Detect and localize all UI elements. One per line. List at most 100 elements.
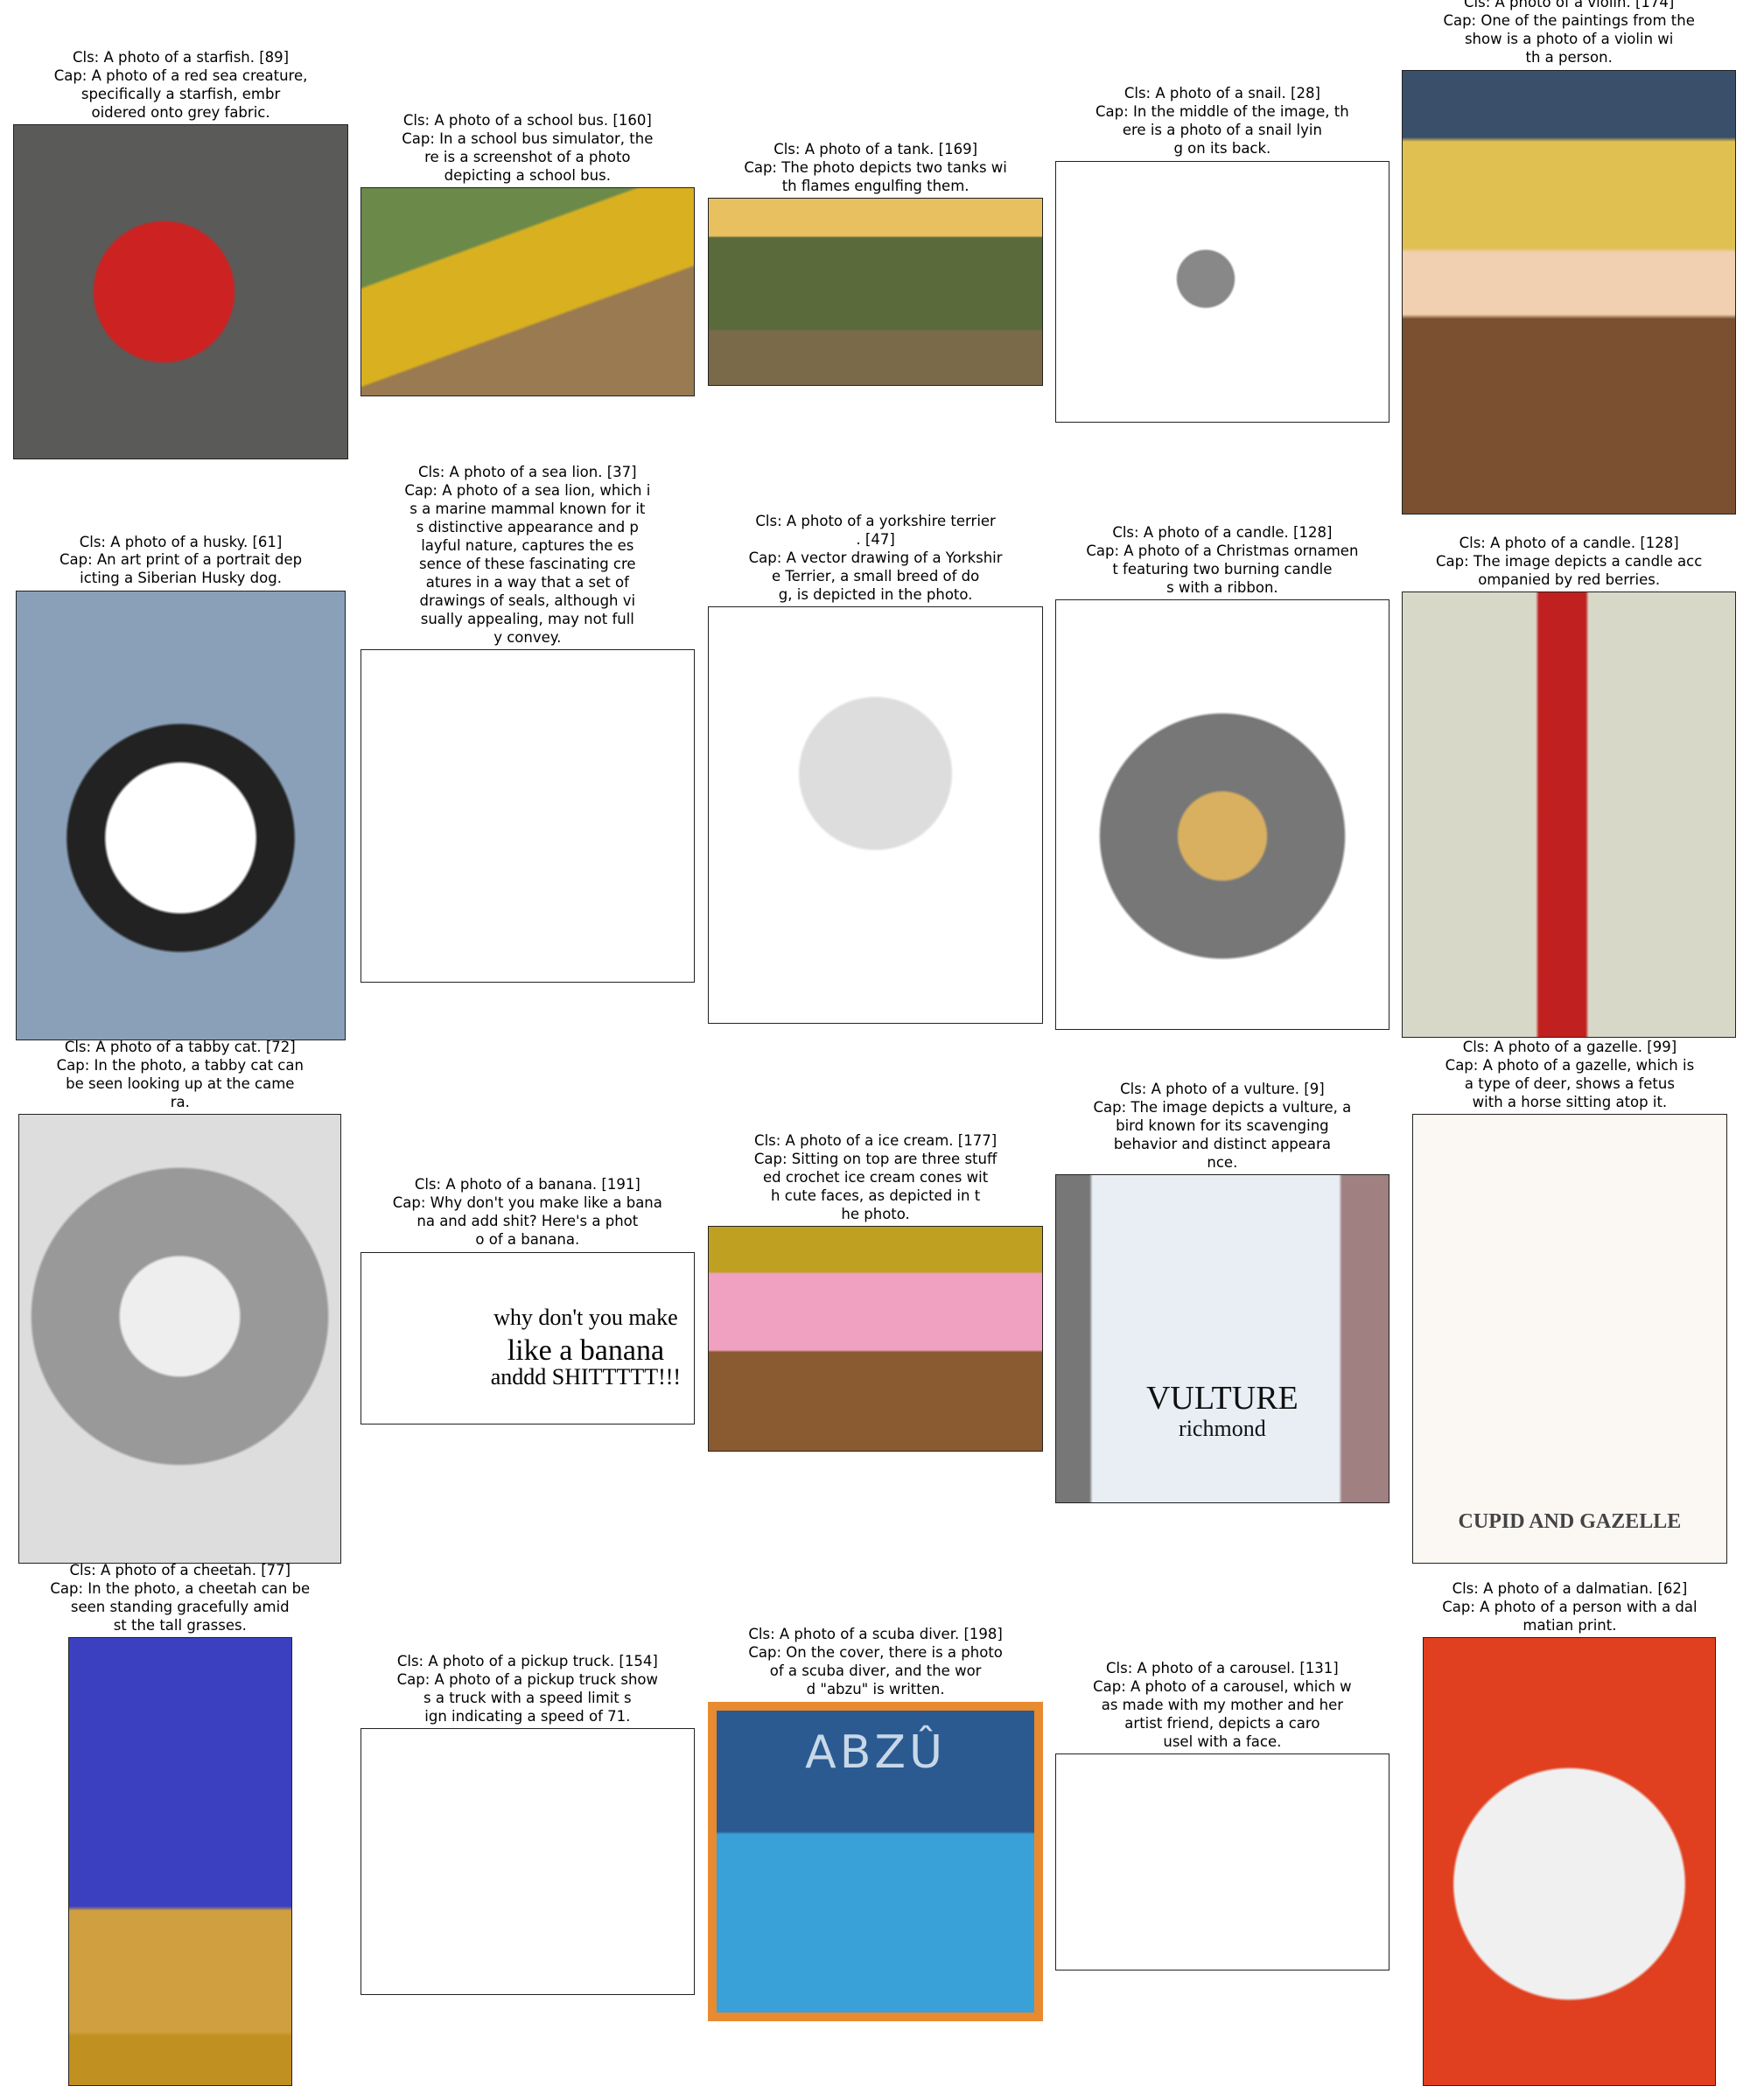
caption-line: Cap: Sitting on top are three stuff — [753, 1151, 998, 1168]
image-text: CUPID AND GAZELLE — [1458, 1510, 1682, 1534]
caption-line: Cap: In the photo, a cheetah can be — [50, 1579, 311, 1597]
caption-line: Cls: A photo of a sea lion. [37] — [418, 464, 637, 481]
caption-line: as made with my mother and her — [1101, 1697, 1344, 1714]
image — [13, 124, 348, 459]
caption-line: specifically a starfish, embr — [80, 86, 281, 103]
caption-line: Cap: Why don't you make like a bana — [392, 1194, 662, 1212]
caption-line: s distinctive appearance and p — [416, 519, 639, 536]
image — [18, 1113, 342, 1564]
caption-line: Cap: A photo of a Christmas ornamen — [1086, 542, 1359, 560]
caption-line: Cls: A photo of a candle. [128] — [1459, 535, 1679, 552]
caption-line: he photo. — [841, 1206, 910, 1223]
caption-line: Cls: A photo of a husky. [61] — [79, 533, 283, 550]
image — [1054, 599, 1390, 1030]
caption-line: o of a banana. — [475, 1231, 580, 1249]
caption-line: Cls: A photo of a school bus. [160] — [402, 112, 652, 130]
caption-line: ere is a photo of a snail lyin — [1122, 122, 1322, 139]
caption-line: Cap: On the cover, there is a photo — [748, 1644, 1003, 1662]
image — [708, 198, 1043, 386]
caption-line: Cap: A photo of a red sea creature, — [53, 67, 308, 85]
caption-line: a type of deer, shows a fetus — [1464, 1074, 1675, 1092]
caption-line: Cls: A photo of a violin. [174] — [1464, 0, 1675, 11]
image — [16, 590, 346, 1040]
caption-line: Cap: A photo of a pickup truck show — [396, 1671, 658, 1689]
caption-line: show is a photo of a violin wi — [1464, 31, 1674, 48]
image — [1054, 1754, 1390, 1971]
caption-line: artist friend, depicts a caro — [1124, 1715, 1320, 1732]
caption-line: behavior and distinct appeara — [1113, 1135, 1331, 1152]
caption-line: with a horse sitting atop it. — [1472, 1093, 1668, 1110]
caption-line: Cap: One of the paintings from the — [1443, 12, 1695, 30]
caption-line: Cls: A photo of a vulture. [9] — [1120, 1080, 1325, 1097]
caption-line: Cls: A photo of a banana. [191] — [414, 1176, 640, 1194]
caption-line: nce. — [1207, 1153, 1238, 1171]
caption-line: th a person. — [1525, 49, 1613, 66]
caption-line: Cap: An art print of a portrait dep — [59, 551, 303, 569]
caption-line: ign indicating a speed of 71. — [424, 1707, 631, 1725]
caption-line: oidered onto grey fabric. — [91, 104, 270, 122]
caption-line: Cap: In the middle of the image, th — [1096, 103, 1349, 121]
image-text: why don't you make — [494, 1304, 678, 1330]
image-text: VULTURE — [1145, 1380, 1298, 1418]
caption-line: Cls: A photo of a pickup truck. [154] — [396, 1653, 658, 1670]
caption-line: na and add shit? Here's a phot — [416, 1213, 639, 1230]
image-text: anddd SHITTTTT!!! — [490, 1363, 682, 1390]
image — [1401, 69, 1737, 514]
image — [360, 1728, 696, 1995]
caption-line: Cls: A photo of a ice cream. [177] — [754, 1132, 998, 1150]
image — [708, 606, 1043, 1025]
caption-line: of a scuba diver, and the wor — [769, 1662, 982, 1680]
caption-line: Cap: The photo depicts two tanks wi — [744, 159, 1007, 177]
caption-line: usel with a face. — [1163, 1733, 1282, 1751]
caption-line: be seen looking up at the came — [66, 1074, 295, 1092]
caption-line: Cap: A photo of a sea lion, which i — [404, 482, 651, 500]
caption-line: Cls: A photo of a tank. [169] — [774, 141, 978, 158]
image: CUPID AND GAZELLE — [1412, 1113, 1727, 1564]
caption-line: drawings of seals, although vi — [419, 592, 636, 609]
caption-line: h cute faces, as depicted in t — [771, 1187, 981, 1205]
caption-line: ed crochet ice cream cones wit — [763, 1169, 989, 1186]
caption-line: icting a Siberian Husky dog. — [80, 570, 282, 587]
image: why don't you make like a banana anddd SHI… — [360, 1251, 696, 1424]
caption-line: th flames engulfing them. — [781, 178, 970, 195]
image — [360, 187, 696, 396]
caption-line: Cap: The image depicts a candle acc — [1436, 553, 1703, 570]
image-text: like a banana — [507, 1334, 665, 1367]
caption-line: . [47] — [856, 530, 895, 548]
image: VULTURE richmond — [1054, 1173, 1390, 1504]
image — [360, 649, 696, 984]
caption-line: Cls: A photo of a starfish. [89] — [72, 49, 290, 66]
caption-line: s a marine mammal known for it — [410, 500, 646, 518]
caption-line: re is a screenshot of a photo — [424, 148, 631, 165]
caption-line: Cap: In a school bus simulator, the — [402, 130, 654, 147]
caption-line: sence of these fascinating cre — [419, 555, 636, 572]
caption-line: t featuring two burning candle — [1112, 561, 1333, 578]
caption-line: y convey. — [494, 628, 562, 646]
caption-line: ra. — [170, 1093, 190, 1110]
image-text: richmond — [1179, 1416, 1266, 1442]
caption-line: Cls: A photo of a cheetah. [77] — [69, 1562, 291, 1579]
caption-line: st the tall grasses. — [113, 1616, 247, 1634]
caption-line: g, is depicted in the photo. — [778, 585, 973, 603]
image-text: ABZÛ — [805, 1726, 947, 1779]
caption-line: Cls: A photo of a tabby cat. [72] — [64, 1038, 296, 1055]
caption-line: Cap: A photo of a gazelle, which is — [1445, 1056, 1695, 1074]
caption-line: Cap: A vector drawing of a Yorkshir — [748, 549, 1003, 566]
caption-line: Cls: A photo of a scuba diver. [198] — [748, 1626, 1003, 1643]
caption-line: depicting a school bus. — [444, 166, 611, 184]
caption-line: atures in a way that a set of — [425, 573, 629, 591]
caption-line: Cls: A photo of a yorkshire terrier — [755, 512, 996, 529]
caption-line: Cls: A photo of a carousel. [131] — [1106, 1660, 1339, 1677]
image — [1054, 160, 1390, 424]
caption-line: ompanied by red berries. — [1478, 570, 1661, 588]
caption-line: s with a ribbon. — [1166, 579, 1278, 597]
caption-line: Cls: A photo of a snail. [28] — [1124, 85, 1320, 102]
image — [1423, 1637, 1717, 2086]
caption-line: layful nature, captures the es — [421, 536, 634, 554]
caption-line: seen standing gracefully amid — [70, 1598, 290, 1615]
caption-line: Cls: A photo of a candle. [128] — [1112, 524, 1333, 542]
caption-line: Cls: A photo of a gazelle. [99] — [1462, 1038, 1677, 1055]
caption-line: sually appealing, may not full — [420, 610, 634, 627]
caption-line: g on its back. — [1173, 140, 1271, 158]
